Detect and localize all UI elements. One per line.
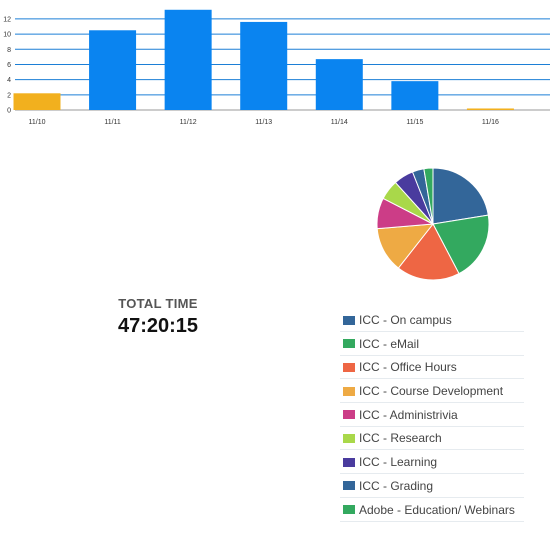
y-tick-label: 10 — [3, 32, 11, 39]
y-tick-label: 6 — [7, 62, 11, 69]
legend-item[interactable]: ICC - Administrivia — [340, 404, 524, 427]
daily-hours-bar-chart: 0 2 4 6 8 10 12 11/10 11/11 11/12 11/13 11/14 11/15… — [3, 9, 550, 126]
legend-item[interactable]: ICC - Learning — [340, 451, 524, 475]
legend-label: ICC - Research — [359, 431, 442, 446]
x-tick-label: 11/15 — [406, 119, 423, 126]
legend-label: ICC - Grading — [359, 478, 434, 493]
bar-11-11[interactable] — [89, 30, 137, 110]
legend-swatch — [343, 481, 355, 491]
legend-swatch — [343, 433, 355, 443]
x-tick-label: 11/13 — [255, 119, 272, 126]
legend-label: ICC - Office Hours — [359, 360, 457, 375]
y-tick-label: 8 — [7, 47, 11, 54]
x-tick-label: 11/12 — [180, 119, 197, 126]
legend-swatch — [343, 457, 355, 467]
legend-label: ICC - Administrivia — [359, 407, 458, 422]
bar-11-13[interactable] — [240, 21, 288, 110]
legend-item[interactable]: Adobe - Education/ Webinars — [340, 499, 524, 522]
legend-item[interactable]: ICC - Office Hours — [340, 356, 524, 380]
legend-item[interactable]: ICC - Grading — [340, 475, 524, 498]
legend-swatch — [343, 362, 355, 372]
pie-slice[interactable] — [423, 167, 434, 225]
pie-slice[interactable] — [397, 223, 460, 281]
pie-legend: ICC - On campus ICC - eMail ICC - Office H… — [340, 309, 524, 522]
legend-label: ICC - eMail — [359, 336, 420, 351]
legend-item[interactable]: ICC - eMail — [340, 333, 524, 356]
legend-swatch — [343, 410, 355, 420]
total-time-panel: TOTAL TIME 47:20:15 — [100, 296, 216, 338]
bar-11-10[interactable] — [13, 93, 61, 110]
y-tick-label: 12 — [3, 16, 11, 23]
legend-label: ICC - Learning — [359, 455, 438, 470]
y-tick-label: 4 — [7, 77, 11, 84]
x-tick-label: 11/14 — [331, 119, 348, 126]
y-tick-label: 2 — [7, 92, 11, 99]
x-tick-label: 11/10 — [29, 119, 46, 126]
x-tick-label: 11/11 — [104, 119, 121, 126]
legend-item[interactable]: ICC - Research — [340, 427, 524, 451]
legend-label: ICC - On campus — [359, 313, 452, 327]
bar-11-12[interactable] — [164, 9, 212, 110]
legend-label: ICC - Course Development — [359, 384, 504, 399]
bar-11-16[interactable] — [466, 108, 514, 110]
pie-slice[interactable] — [432, 214, 490, 275]
legend-swatch — [343, 386, 355, 396]
bar-11-15[interactable] — [391, 81, 439, 110]
pie-slice[interactable] — [432, 167, 489, 225]
legend-swatch — [343, 315, 355, 325]
bar-11-14[interactable] — [315, 59, 363, 110]
legend-label: Adobe - Education/ Webinars — [359, 502, 515, 517]
legend-swatch — [343, 505, 355, 514]
y-tick-label: 0 — [7, 108, 11, 115]
legend-swatch — [343, 339, 355, 349]
total-time-value: 47:20:15 — [117, 315, 199, 337]
total-time-label: TOTAL TIME — [118, 296, 198, 311]
x-tick-label: 11/16 — [482, 119, 499, 126]
time-category-pie-chart — [376, 167, 490, 281]
legend-item[interactable]: ICC - On campus — [340, 309, 524, 332]
legend-item[interactable]: ICC - Course Development — [340, 380, 524, 404]
